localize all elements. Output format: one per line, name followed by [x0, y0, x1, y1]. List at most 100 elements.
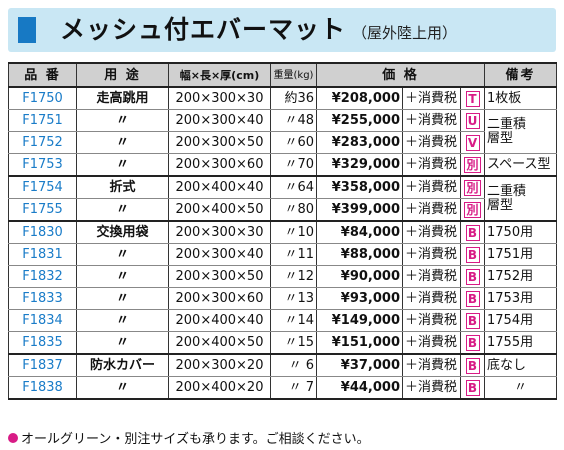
table-row: F1831 〃 200×300×40 〃11 ¥88,000 ＋消費税 B 17… — [8, 243, 557, 266]
tax-label: ＋消費税 — [402, 176, 461, 199]
product-code: F1833 — [8, 287, 77, 310]
product-code: F1832 — [8, 265, 77, 288]
product-code: F1837 — [8, 354, 77, 377]
product-note-text: 二重積層型 — [487, 116, 527, 146]
product-weight: 〃12 — [270, 265, 317, 288]
table-header-row: 品 番 用 途 幅×長×厚(cm) 重量(kg) 価 格 備考 — [8, 62, 557, 88]
product-size: 200×400×50 — [168, 331, 271, 355]
price-class-badge: B — [465, 357, 480, 374]
product-price: ¥37,000 — [316, 354, 403, 377]
product-use: 〃 — [76, 376, 169, 400]
product-code: F1753 — [8, 153, 77, 177]
price-class-cell: B — [460, 331, 485, 355]
product-note: 1754用 — [484, 309, 557, 332]
table-row: F1830 交換用袋 200×300×30 〃10 ¥84,000 ＋消費税 B… — [8, 221, 557, 244]
table-row: F1835 〃 200×400×50 〃15 ¥151,000 ＋消費税 B 1… — [8, 331, 557, 355]
product-note: 1750用 — [484, 221, 557, 244]
product-weight: 〃13 — [270, 287, 317, 310]
product-weight: 〃 6 — [270, 354, 317, 377]
table-row: F1752 〃 200×300×50 〃60 ¥283,000 ＋消費税 V — [8, 131, 557, 154]
table-row: F1753 〃 200×300×60 〃70 ¥329,000 ＋消費税 別 ス… — [8, 153, 557, 177]
product-use: 交換用袋 — [76, 221, 169, 244]
tax-label: ＋消費税 — [402, 87, 461, 110]
price-class-badge: T — [465, 90, 480, 107]
table-row: F1751 〃 200×300×40 〃48 ¥255,000 ＋消費税 U 二… — [8, 109, 557, 154]
price-class-cell: 別 — [460, 198, 485, 222]
tax-label: ＋消費税 — [402, 287, 461, 310]
product-weight: 約36 — [270, 87, 317, 110]
product-size: 200×400×20 — [168, 376, 271, 400]
tax-label: ＋消費税 — [402, 309, 461, 332]
product-note-text: 二重積層型 — [487, 183, 527, 213]
price-class-cell: 別 — [460, 176, 485, 199]
price-class-badge: B — [465, 224, 480, 241]
product-size: 200×300×40 — [168, 109, 271, 132]
product-weight: 〃60 — [270, 131, 317, 154]
price-class-badge: U — [465, 112, 480, 129]
header-code: 品 番 — [8, 62, 77, 88]
product-price: ¥88,000 — [316, 243, 403, 266]
product-price: ¥149,000 — [316, 309, 403, 332]
product-note: 1枚板 — [484, 87, 557, 110]
product-code: F1752 — [8, 131, 77, 154]
header-size: 幅×長×厚(cm) — [168, 62, 271, 88]
product-price: ¥84,000 — [316, 221, 403, 244]
product-note: 底なし — [484, 354, 557, 377]
product-use: 〃 — [76, 309, 169, 332]
product-use: 〃 — [76, 265, 169, 288]
footnote: オールグリーン・別注サイズも承ります。ご相談ください。 — [8, 428, 370, 447]
table-row: F1837 防水カバー 200×300×20 〃 6 ¥37,000 ＋消費税 … — [8, 354, 557, 377]
tax-label: ＋消費税 — [402, 354, 461, 377]
product-price: ¥90,000 — [316, 265, 403, 288]
product-weight: 〃64 — [270, 176, 317, 199]
product-code: F1830 — [8, 221, 77, 244]
product-price: ¥151,000 — [316, 331, 403, 355]
product-code: F1751 — [8, 109, 77, 132]
price-class-badge: 別 — [464, 179, 481, 196]
table-row: F1755 〃 200×400×50 〃80 ¥399,000 ＋消費税 別 — [8, 198, 557, 222]
tax-label: ＋消費税 — [402, 109, 461, 132]
product-note: スペース型 — [484, 153, 557, 177]
product-size: 200×400×40 — [168, 176, 271, 199]
product-price: ¥93,000 — [316, 287, 403, 310]
table-row: F1834 〃 200×400×40 〃14 ¥149,000 ＋消費税 B 1… — [8, 309, 557, 332]
price-class-badge: B — [465, 246, 480, 263]
price-class-cell: B — [460, 287, 485, 310]
tax-label: ＋消費税 — [402, 153, 461, 177]
product-size: 200×300×30 — [168, 221, 271, 244]
product-weight: 〃48 — [270, 109, 317, 132]
product-use: 防水カバー — [76, 354, 169, 377]
product-price: ¥329,000 — [316, 153, 403, 177]
product-code: F1834 — [8, 309, 77, 332]
product-weight: 〃 7 — [270, 376, 317, 400]
product-size: 200×300×30 — [168, 87, 271, 110]
product-code: F1835 — [8, 331, 77, 355]
product-price: ¥283,000 — [316, 131, 403, 154]
title-bar: メッシュ付エバーマット （屋外陸上用） — [8, 8, 556, 52]
price-class-badge: 別 — [464, 156, 481, 173]
price-class-cell: 別 — [460, 153, 485, 177]
product-size: 200×400×50 — [168, 198, 271, 222]
product-size: 200×300×60 — [168, 153, 271, 177]
product-use: 折式 — [76, 176, 169, 199]
tax-label: ＋消費税 — [402, 331, 461, 355]
product-size: 200×300×50 — [168, 265, 271, 288]
product-code: F1754 — [8, 176, 77, 199]
product-note: 〃 — [484, 376, 557, 400]
price-class-cell: B — [460, 265, 485, 288]
tax-label: ＋消費税 — [402, 198, 461, 222]
page-title: メッシュ付エバーマット （屋外陸上用） — [60, 14, 457, 49]
product-size: 200×400×40 — [168, 309, 271, 332]
tax-label: ＋消費税 — [402, 131, 461, 154]
product-weight: 〃80 — [270, 198, 317, 222]
product-code: F1755 — [8, 198, 77, 222]
table-row: F1832 〃 200×300×50 〃12 ¥90,000 ＋消費税 B 17… — [8, 265, 557, 288]
product-price: ¥208,000 — [316, 87, 403, 110]
product-use: 〃 — [76, 243, 169, 266]
price-class-cell: U — [460, 109, 485, 132]
spec-table: 品 番 用 途 幅×長×厚(cm) 重量(kg) 価 格 備考 F1750 走高… — [8, 62, 557, 400]
price-class-badge: B — [465, 290, 480, 307]
price-class-cell: B — [460, 376, 485, 400]
product-use: 〃 — [76, 287, 169, 310]
product-use: 〃 — [76, 131, 169, 154]
